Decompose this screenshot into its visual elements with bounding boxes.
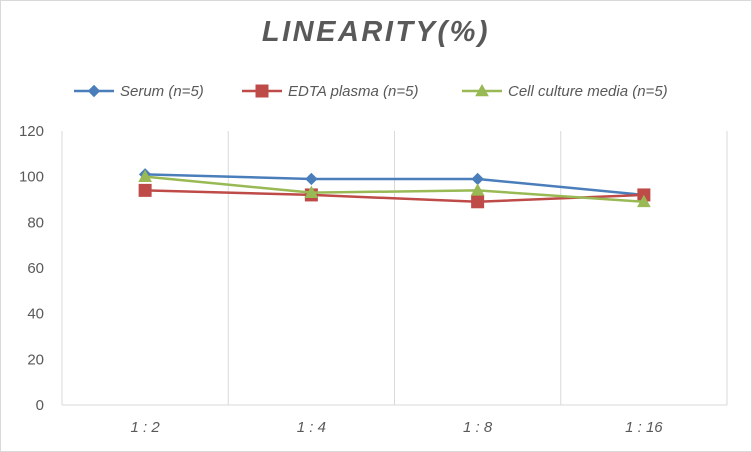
- y-tick-label: 80: [27, 214, 44, 231]
- legend-marker-serum: [74, 84, 114, 98]
- y-tick-label: 40: [27, 306, 44, 323]
- data-point-serum: [471, 172, 484, 186]
- x-tick-label: 1 : 16: [625, 419, 663, 436]
- data-point-serum: [305, 172, 318, 186]
- data-point-edta-plasma: [471, 195, 485, 209]
- y-tick-label: 0: [36, 397, 44, 414]
- x-tick-label: 1 : 2: [131, 419, 161, 436]
- y-tick-label: 100: [19, 169, 44, 186]
- data-point-cell-culture-media: [637, 194, 651, 208]
- data-point-cell-culture-media: [304, 185, 319, 198]
- data-point-edta-plasma: [138, 183, 152, 197]
- legend-marker-cell-culture-media: [462, 83, 502, 97]
- legend-label-cell-culture-media: Cell culture media (n=5): [508, 82, 668, 100]
- y-tick-label: 60: [27, 260, 44, 277]
- x-tick-label: 1 : 8: [463, 419, 493, 436]
- legend-marker-edta-plasma: [242, 84, 282, 98]
- y-tick-label: 20: [27, 351, 44, 368]
- legend-item-cell-culture-media: Cell culture media (n=5): [460, 80, 668, 102]
- series-line-cell-culture-media: [145, 175, 644, 204]
- series-cell-culture-media: [138, 169, 651, 208]
- legend-point: [255, 84, 269, 98]
- legend: Serum (n=5) EDTA plasma (n=5) Cell cultu…: [0, 80, 752, 102]
- legend-point: [87, 84, 101, 98]
- legend-point: [475, 83, 489, 97]
- legend-item-edta-plasma: EDTA plasma (n=5): [240, 80, 418, 102]
- legend-item-serum: Serum (n=5): [72, 80, 204, 102]
- y-tick-label: 120: [19, 123, 44, 140]
- series-line-edta-plasma: [145, 189, 644, 204]
- data-point-cell-culture-media: [138, 169, 152, 182]
- chart-title: LINEARITY(%): [261, 16, 491, 48]
- series-line-serum: [145, 173, 644, 197]
- data-point-cell-culture-media: [470, 183, 485, 196]
- legend-label-edta-plasma: EDTA plasma (n=5): [288, 82, 419, 100]
- x-tick-label: 1 : 4: [297, 419, 326, 436]
- legend-label-serum: Serum (n=5): [120, 82, 204, 100]
